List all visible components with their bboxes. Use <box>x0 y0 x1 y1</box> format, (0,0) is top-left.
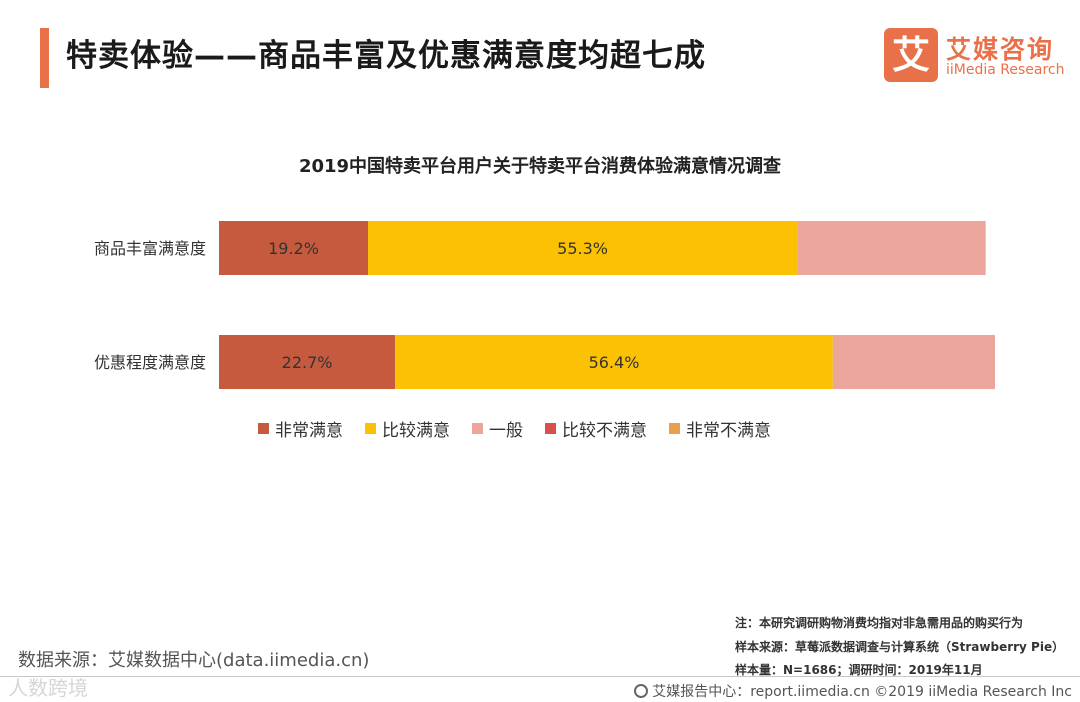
bar-segment <box>395 335 833 389</box>
legend-swatch <box>365 423 376 434</box>
bar-segment <box>797 221 986 275</box>
bar-segment <box>832 335 995 389</box>
page-title: 特卖体验——商品丰富及优惠满意度均超七成 <box>66 38 706 74</box>
footer-text: 艾媒报告中心：report.iimedia.cn ©2019 iiMedia R… <box>652 684 1072 700</box>
globe-icon <box>634 684 649 698</box>
bar-segment <box>367 221 798 275</box>
legend-item: 比较不满意 <box>545 416 647 441</box>
legend-label: 一般 <box>489 421 523 441</box>
legend-label: 比较满意 <box>382 421 450 441</box>
logo-mark-icon: 艾 <box>884 28 938 82</box>
chart-legend: 非常满意 比较满意 一般 比较不满意 非常不满意 <box>258 416 793 441</box>
title-accent-bar <box>40 28 49 88</box>
bar-segment <box>219 221 368 275</box>
legend-swatch <box>545 423 556 434</box>
legend-label: 比较不满意 <box>562 421 647 441</box>
legend-label: 非常不满意 <box>686 421 771 441</box>
legend-swatch <box>472 423 483 434</box>
bar-segment <box>219 335 396 389</box>
note-scope: 注：本研究调研购物消费均指对非急需用品的购买行为 <box>735 616 1024 630</box>
legend-label: 非常满意 <box>275 421 343 441</box>
note-sample-size: 样本量：N=1686；调研时间：2019年11月 <box>735 663 983 677</box>
data-label: 55.3% <box>557 239 608 258</box>
data-label: 19.2% <box>268 239 319 258</box>
data-label: 56.4% <box>589 353 640 372</box>
legend-item: 一般 <box>472 416 523 441</box>
footer: 艾媒报告中心：report.iimedia.cn ©2019 iiMedia R… <box>634 681 1072 701</box>
legend-swatch <box>258 423 269 434</box>
category-label: 商品丰富满意度 <box>94 239 206 258</box>
chart-title: 2019中国特卖平台用户关于特卖平台消费体验满意情况调查 <box>298 156 782 177</box>
data-source: 数据来源：艾媒数据中心(data.iimedia.cn) <box>18 650 370 671</box>
legend-item: 非常不满意 <box>669 416 771 441</box>
legend-item: 比较满意 <box>365 416 450 441</box>
footer-divider <box>0 676 1080 677</box>
logo-name-cn: 艾媒咨询 <box>946 35 1055 64</box>
logo-name-en: iiMedia Research <box>946 62 1065 78</box>
data-label: 22.7% <box>282 353 333 372</box>
watermark: 人数跨境 <box>8 676 88 700</box>
legend-swatch <box>669 423 680 434</box>
category-label: 优惠程度满意度 <box>94 353 206 372</box>
note-sample-source: 样本来源：草莓派数据调查与计算系统（Strawberry Pie） <box>735 640 1065 654</box>
legend-item: 非常满意 <box>258 416 343 441</box>
iimedia-logo: 艾 艾媒咨询 iiMedia Research <box>884 28 1065 84</box>
stacked-bar-chart: 商品丰富满意度 19.2% 55.3% 优惠程度满意度 22.7% 56.4% <box>94 221 995 389</box>
